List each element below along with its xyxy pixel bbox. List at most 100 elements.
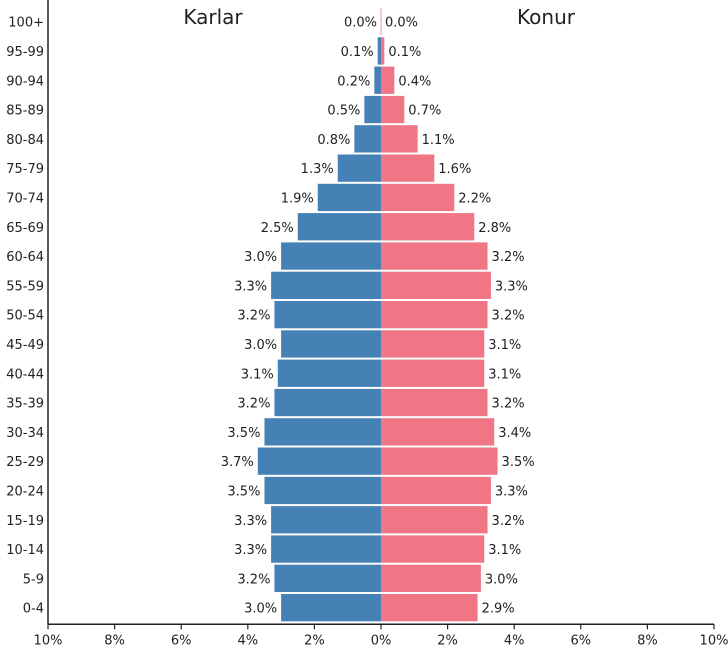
age-label-75-79: 75-79 <box>6 162 44 177</box>
value-label-konur-75-79: 1.6% <box>438 162 471 177</box>
bar-karlar-0-4 <box>281 594 381 622</box>
x-tick-label-8: 6% <box>570 633 591 648</box>
x-tick-label-9: 8% <box>637 633 658 648</box>
bar-karlar-40-44 <box>277 359 381 387</box>
bar-karlar-90-94 <box>374 66 381 94</box>
bar-karlar-65-69 <box>297 213 381 241</box>
value-label-konur-95-99: 0.1% <box>388 45 421 60</box>
value-label-karlar-75-79: 1.3% <box>301 162 334 177</box>
value-label-karlar-70-74: 1.9% <box>281 191 314 206</box>
value-label-karlar-40-44: 3.1% <box>241 367 274 382</box>
age-label-45-49: 45-49 <box>6 338 44 353</box>
bar-konur-25-29 <box>381 447 498 475</box>
bar-konur-80-84 <box>381 125 418 153</box>
value-label-karlar-0-4: 3.0% <box>244 602 277 617</box>
value-label-karlar-95-99: 0.1% <box>341 45 374 60</box>
age-label-15-19: 15-19 <box>6 514 44 529</box>
bar-konur-85-89 <box>381 95 405 124</box>
age-label-40-44: 40-44 <box>6 367 44 382</box>
age-label-90-94: 90-94 <box>6 74 44 89</box>
x-tick-label-10: 10% <box>700 633 728 648</box>
value-label-karlar-30-34: 3.5% <box>227 426 260 441</box>
value-label-karlar-85-89: 0.5% <box>327 104 360 119</box>
value-label-konur-5-9: 3.0% <box>485 572 518 587</box>
bar-karlar-50-54 <box>274 301 381 329</box>
age-label-85-89: 85-89 <box>6 104 44 119</box>
bar-konur-50-54 <box>381 301 488 329</box>
bar-konur-95-99 <box>381 37 385 65</box>
bar-karlar-5-9 <box>274 564 381 592</box>
value-label-konur-15-19: 3.2% <box>492 514 525 529</box>
value-label-konur-25-29: 3.5% <box>502 455 535 470</box>
right-sex-label: Konur <box>517 5 576 29</box>
value-label-karlar-10-14: 3.3% <box>234 543 267 558</box>
bar-karlar-30-34 <box>264 418 381 446</box>
labels-group: 0.0% 0.0% 100+ 0.1% 0.1% 95-99 0.2% 0.4% 90-94 0.… <box>6 16 534 617</box>
age-label-80-84: 80-84 <box>6 133 44 148</box>
age-label-30-34: 30-34 <box>6 426 44 441</box>
value-label-karlar-5-9: 3.2% <box>237 572 270 587</box>
value-label-karlar-20-24: 3.5% <box>227 484 260 499</box>
age-label-5-9: 5-9 <box>23 572 44 587</box>
bar-karlar-55-59 <box>271 271 381 299</box>
age-label-20-24: 20-24 <box>6 484 44 499</box>
value-label-konur-30-34: 3.4% <box>498 426 531 441</box>
bar-karlar-20-24 <box>264 476 381 505</box>
bar-karlar-75-79 <box>337 154 381 182</box>
value-label-konur-55-59: 3.3% <box>495 279 528 294</box>
bar-karlar-85-89 <box>364 95 381 124</box>
age-label-60-64: 60-64 <box>6 250 44 265</box>
x-tick-label-1: 8% <box>104 633 125 648</box>
bar-konur-20-24 <box>381 476 491 505</box>
bar-konur-15-19 <box>381 506 488 534</box>
value-label-karlar-80-84: 0.8% <box>317 133 350 148</box>
value-label-konur-80-84: 1.1% <box>422 133 455 148</box>
bar-konur-30-34 <box>381 418 495 446</box>
age-label-65-69: 65-69 <box>6 221 44 236</box>
bar-konur-10-14 <box>381 535 485 563</box>
x-tick-label-0: 10% <box>34 633 63 648</box>
bar-karlar-70-74 <box>317 183 381 212</box>
bar-konur-70-74 <box>381 183 455 212</box>
axes-group: 10% 8% 6% 4% 2% 0% 2% 4% 6% 8% 10% <box>34 0 728 648</box>
bar-konur-75-79 <box>381 154 435 182</box>
value-label-konur-85-89: 0.7% <box>408 104 441 119</box>
value-label-karlar-90-94: 0.2% <box>337 74 370 89</box>
x-tick-label-4: 2% <box>304 633 325 648</box>
bar-konur-65-69 <box>381 213 475 241</box>
age-label-100+: 100+ <box>8 16 44 31</box>
x-tick-label-2: 6% <box>171 633 192 648</box>
value-label-konur-0-4: 2.9% <box>482 602 515 617</box>
bars-group <box>257 37 498 622</box>
bar-karlar-25-29 <box>257 447 381 475</box>
bar-karlar-35-39 <box>274 388 381 417</box>
value-label-konur-70-74: 2.2% <box>458 191 491 206</box>
age-label-0-4: 0-4 <box>23 602 44 617</box>
value-label-karlar-55-59: 3.3% <box>234 279 267 294</box>
value-label-konur-45-49: 3.1% <box>488 338 521 353</box>
bar-karlar-80-84 <box>354 125 381 153</box>
age-label-70-74: 70-74 <box>6 191 44 206</box>
bar-konur-60-64 <box>381 242 488 270</box>
bar-konur-0-4 <box>381 594 478 622</box>
bar-karlar-45-49 <box>281 330 381 358</box>
value-label-konur-60-64: 3.2% <box>492 250 525 265</box>
age-label-25-29: 25-29 <box>6 455 44 470</box>
bar-konur-45-49 <box>381 330 485 358</box>
value-label-karlar-35-39: 3.2% <box>237 397 270 412</box>
value-label-konur-90-94: 0.4% <box>398 74 431 89</box>
bar-konur-90-94 <box>381 66 395 94</box>
value-label-konur-40-44: 3.1% <box>488 367 521 382</box>
left-sex-label: Karlar <box>183 5 243 29</box>
value-label-konur-10-14: 3.1% <box>488 543 521 558</box>
value-label-konur-20-24: 3.3% <box>495 484 528 499</box>
value-label-karlar-100+: 0.0% <box>344 16 377 31</box>
age-label-50-54: 50-54 <box>6 309 44 324</box>
bar-karlar-95-99 <box>377 37 381 65</box>
value-label-konur-50-54: 3.2% <box>492 309 525 324</box>
x-tick-label-5: 0% <box>371 633 392 648</box>
value-label-konur-35-39: 3.2% <box>492 397 525 412</box>
bar-konur-5-9 <box>381 564 481 592</box>
bar-karlar-15-19 <box>271 506 381 534</box>
